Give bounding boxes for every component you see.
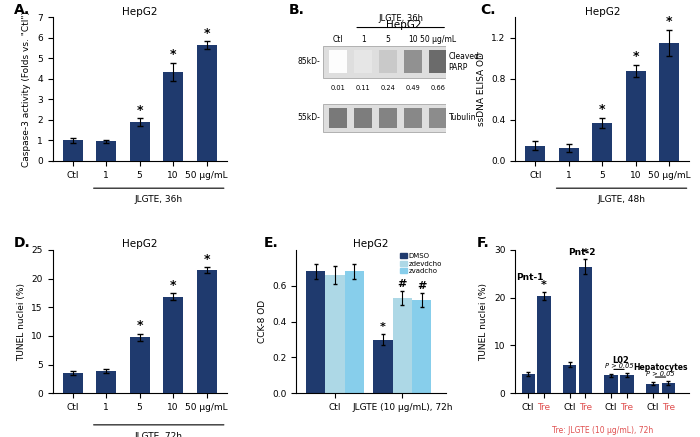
Bar bbox=[379, 50, 397, 73]
Bar bbox=[323, 104, 446, 132]
Text: 10: 10 bbox=[408, 35, 418, 44]
Text: Hepatocytes: Hepatocytes bbox=[634, 363, 687, 372]
Text: JLGTE, 36h: JLGTE, 36h bbox=[378, 14, 423, 23]
Bar bbox=[197, 45, 216, 161]
Bar bbox=[522, 374, 535, 393]
Title: HepG2: HepG2 bbox=[122, 239, 158, 249]
Text: 50 μg/mL: 50 μg/mL bbox=[420, 35, 456, 44]
Bar bbox=[393, 298, 412, 393]
Text: JLGTE, 72h: JLGTE, 72h bbox=[134, 432, 183, 437]
Bar bbox=[96, 142, 116, 161]
Y-axis label: Caspase-3 activity (Folds vs. "Ctl"): Caspase-3 activity (Folds vs. "Ctl") bbox=[22, 11, 32, 167]
Text: F.: F. bbox=[477, 236, 490, 250]
Bar bbox=[329, 108, 347, 128]
Text: 0.01: 0.01 bbox=[331, 85, 346, 91]
Text: 85kD-: 85kD- bbox=[298, 57, 320, 66]
Text: *: * bbox=[170, 279, 176, 292]
Text: *: * bbox=[136, 104, 143, 117]
Text: *: * bbox=[136, 319, 143, 332]
Text: *: * bbox=[633, 49, 639, 62]
Text: Ctl: Ctl bbox=[332, 35, 344, 44]
Title: HepG2: HepG2 bbox=[354, 239, 388, 249]
Bar bbox=[323, 46, 446, 78]
Text: 0.24: 0.24 bbox=[381, 85, 395, 91]
Text: 0.11: 0.11 bbox=[356, 85, 370, 91]
Y-axis label: CCK-8 OD: CCK-8 OD bbox=[258, 300, 267, 343]
Bar bbox=[197, 270, 216, 393]
Text: Tre: JLGTE (10 μg/mL), 72h: Tre: JLGTE (10 μg/mL), 72h bbox=[552, 427, 653, 435]
Bar bbox=[429, 108, 447, 128]
Bar bbox=[404, 108, 422, 128]
Text: Cleaved-
PARP: Cleaved- PARP bbox=[449, 52, 482, 72]
Text: *: * bbox=[170, 48, 176, 61]
Text: *: * bbox=[541, 281, 547, 291]
Bar bbox=[563, 364, 576, 393]
Text: JLGTE, 36h: JLGTE, 36h bbox=[134, 195, 183, 205]
Bar bbox=[538, 296, 551, 393]
Text: *: * bbox=[203, 253, 210, 266]
Text: *: * bbox=[599, 103, 605, 116]
Bar bbox=[559, 148, 579, 161]
Text: 5: 5 bbox=[386, 35, 391, 44]
Bar bbox=[329, 50, 347, 73]
Bar bbox=[605, 375, 618, 393]
Legend: DMSO, zdevdcho, zvadcho: DMSO, zdevdcho, zvadcho bbox=[400, 253, 442, 274]
Y-axis label: ssDNA ELISA OD: ssDNA ELISA OD bbox=[477, 52, 486, 126]
Bar bbox=[130, 337, 150, 393]
Text: L02: L02 bbox=[612, 356, 629, 365]
Title: HepG2: HepG2 bbox=[584, 7, 620, 17]
Text: C.: C. bbox=[480, 3, 496, 17]
Text: A.: A. bbox=[14, 3, 30, 17]
Bar bbox=[62, 140, 83, 161]
Bar bbox=[326, 275, 344, 393]
Bar bbox=[404, 50, 422, 73]
Bar bbox=[354, 50, 372, 73]
Bar bbox=[579, 267, 592, 393]
Text: B.: B. bbox=[289, 3, 304, 17]
Bar bbox=[130, 122, 150, 161]
Text: 1: 1 bbox=[360, 35, 365, 44]
Bar bbox=[662, 383, 675, 393]
Bar bbox=[429, 50, 447, 73]
Bar bbox=[592, 123, 612, 161]
Bar bbox=[306, 271, 326, 393]
Bar bbox=[344, 271, 364, 393]
Text: 55kD-: 55kD- bbox=[298, 113, 320, 122]
Text: *: * bbox=[666, 15, 673, 28]
Title: HepG2: HepG2 bbox=[122, 7, 158, 17]
Bar bbox=[646, 384, 659, 393]
Text: #: # bbox=[398, 279, 407, 289]
Text: P > 0.05: P > 0.05 bbox=[605, 363, 634, 369]
Text: #: # bbox=[417, 281, 426, 291]
Text: D.: D. bbox=[14, 236, 31, 250]
Text: JLGTE, 48h: JLGTE, 48h bbox=[598, 195, 645, 205]
Text: 0.49: 0.49 bbox=[406, 85, 421, 91]
Bar bbox=[526, 146, 545, 161]
Bar bbox=[626, 71, 646, 161]
Text: E.: E. bbox=[263, 236, 279, 250]
Text: Pnt-1: Pnt-1 bbox=[516, 274, 544, 282]
Text: HepG2: HepG2 bbox=[386, 21, 421, 30]
Text: P > 0.05: P > 0.05 bbox=[646, 371, 675, 377]
Y-axis label: TUNEL nuclei (%): TUNEL nuclei (%) bbox=[17, 283, 26, 361]
Y-axis label: TUNEL nuclei (%): TUNEL nuclei (%) bbox=[480, 283, 489, 361]
Bar bbox=[379, 108, 397, 128]
Bar bbox=[96, 371, 116, 393]
Bar bbox=[163, 297, 183, 393]
Text: Tubulin: Tubulin bbox=[449, 113, 476, 122]
Bar bbox=[412, 300, 431, 393]
Text: *: * bbox=[582, 247, 588, 257]
Bar bbox=[62, 373, 83, 393]
Bar bbox=[659, 43, 680, 161]
Bar bbox=[163, 72, 183, 161]
Text: *: * bbox=[380, 323, 386, 332]
Text: 0.66: 0.66 bbox=[430, 85, 446, 91]
Text: Pnt-2: Pnt-2 bbox=[568, 248, 596, 257]
Text: *: * bbox=[203, 27, 210, 40]
Bar bbox=[354, 108, 372, 128]
Bar bbox=[373, 340, 393, 393]
Bar bbox=[620, 375, 634, 393]
